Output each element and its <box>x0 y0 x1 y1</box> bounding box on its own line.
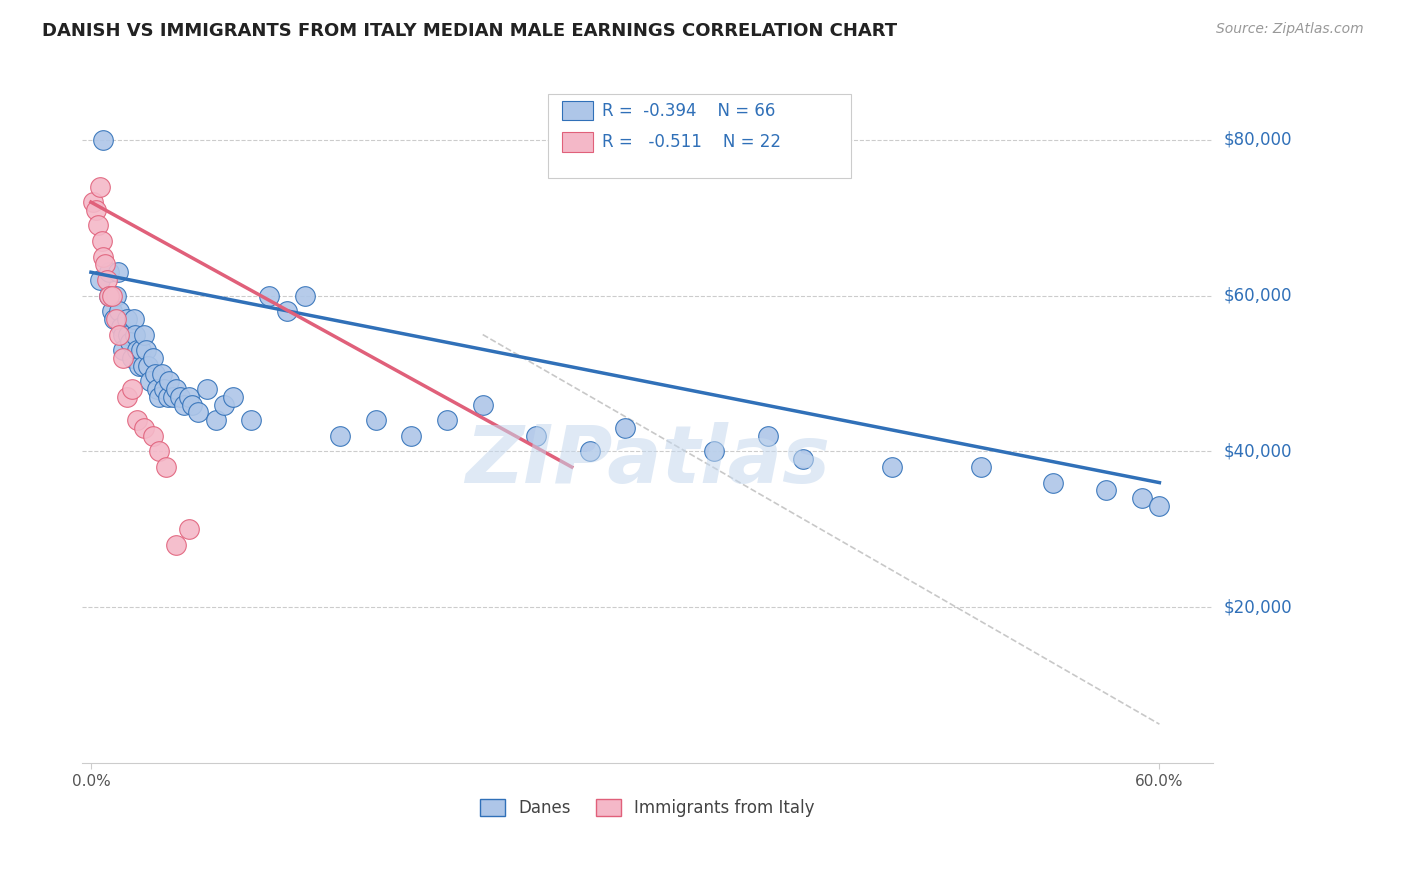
Point <box>84 202 107 217</box>
Point <box>471 398 494 412</box>
Point <box>195 382 218 396</box>
Point <box>128 359 150 373</box>
Point <box>129 343 152 358</box>
Point <box>94 257 117 271</box>
Point <box>120 335 142 350</box>
Point <box>108 304 131 318</box>
Point <box>110 319 132 334</box>
Point <box>970 460 993 475</box>
Point <box>82 195 104 210</box>
Point <box>134 327 156 342</box>
Point <box>142 351 165 365</box>
Point <box>135 343 157 358</box>
Legend: Danes, Immigrants from Italy: Danes, Immigrants from Italy <box>474 792 821 823</box>
Point <box>181 398 204 412</box>
Point <box>122 312 145 326</box>
Text: ZIPatlas: ZIPatlas <box>465 423 830 500</box>
Point <box>136 359 159 373</box>
Text: $20,000: $20,000 <box>1225 599 1292 616</box>
Point <box>93 133 115 147</box>
Point <box>1042 475 1064 490</box>
Point <box>115 312 138 326</box>
Point <box>148 390 170 404</box>
Point <box>121 351 143 365</box>
Point <box>146 382 169 396</box>
Point <box>104 312 127 326</box>
Point <box>294 288 316 302</box>
Point <box>96 273 118 287</box>
Point <box>111 343 134 358</box>
Point <box>103 312 125 326</box>
Point <box>240 413 263 427</box>
Point <box>1149 499 1171 513</box>
Point <box>117 327 139 342</box>
Point <box>614 421 637 435</box>
Point <box>121 382 143 396</box>
Point <box>89 179 111 194</box>
Point <box>214 398 236 412</box>
Point <box>177 390 200 404</box>
Point <box>131 359 153 373</box>
Point <box>257 288 280 302</box>
Point <box>101 304 124 318</box>
Point <box>124 327 146 342</box>
Point <box>115 390 138 404</box>
Point <box>204 413 226 427</box>
Point <box>156 390 179 404</box>
Point <box>89 273 111 287</box>
Point <box>111 351 134 365</box>
Point <box>187 405 209 419</box>
Point <box>401 429 423 443</box>
Point <box>165 382 187 396</box>
Text: DANISH VS IMMIGRANTS FROM ITALY MEDIAN MALE EARNINGS CORRELATION CHART: DANISH VS IMMIGRANTS FROM ITALY MEDIAN M… <box>42 22 897 40</box>
Point <box>524 429 547 443</box>
Point <box>142 429 165 443</box>
Point <box>97 288 120 302</box>
Point <box>329 429 352 443</box>
Point <box>150 367 173 381</box>
Point <box>882 460 904 475</box>
Point <box>127 343 149 358</box>
Point <box>169 390 191 404</box>
Point <box>177 522 200 536</box>
Text: $60,000: $60,000 <box>1225 286 1292 304</box>
Point <box>173 398 195 412</box>
Point <box>157 374 180 388</box>
Point <box>138 374 160 388</box>
Point <box>162 390 184 404</box>
Point <box>364 413 387 427</box>
Point <box>792 452 814 467</box>
Point <box>276 304 298 318</box>
Point <box>756 429 779 443</box>
Point <box>1095 483 1118 498</box>
Point <box>222 390 245 404</box>
Text: R =   -0.511    N = 22: R = -0.511 N = 22 <box>602 133 780 151</box>
Point <box>148 444 170 458</box>
Point <box>578 444 600 458</box>
Point <box>104 288 127 302</box>
Point <box>90 234 112 248</box>
Point <box>165 538 187 552</box>
Text: $80,000: $80,000 <box>1225 131 1292 149</box>
Point <box>97 288 120 302</box>
Point <box>97 265 120 279</box>
Text: Source: ZipAtlas.com: Source: ZipAtlas.com <box>1216 22 1364 37</box>
Point <box>134 421 156 435</box>
Text: R =  -0.394    N = 66: R = -0.394 N = 66 <box>602 102 775 120</box>
Point <box>127 413 149 427</box>
Point <box>703 444 725 458</box>
Point <box>107 265 129 279</box>
Point <box>108 327 131 342</box>
Point <box>143 367 166 381</box>
Point <box>153 382 176 396</box>
Point <box>101 288 124 302</box>
Point <box>111 327 134 342</box>
Text: $40,000: $40,000 <box>1225 442 1292 460</box>
Point <box>93 250 115 264</box>
Point <box>436 413 458 427</box>
Point <box>155 460 177 475</box>
Point <box>87 219 110 233</box>
Point <box>1130 491 1153 506</box>
